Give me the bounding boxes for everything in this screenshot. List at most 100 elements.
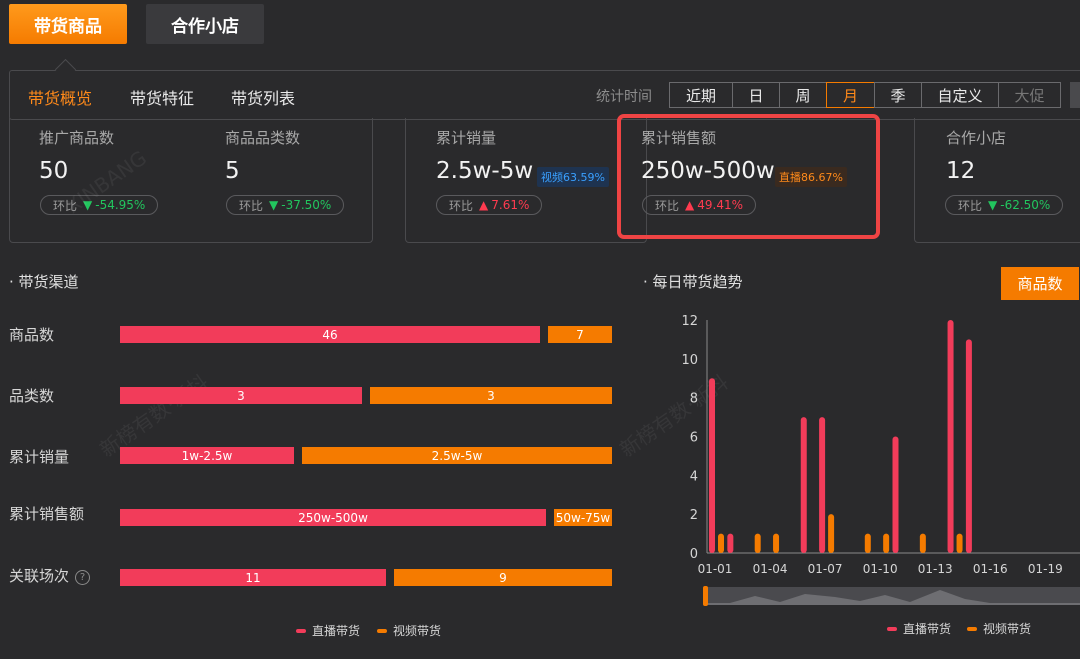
arrow-down-icon: ▼ [83,198,93,212]
range-slider-handle [703,586,708,606]
channel-row-label: 关联场次? [9,565,91,586]
live-share-tag: 直播86.67% [775,167,847,187]
video-share-tag: 视频63.59% [537,167,609,187]
trend-bar-video [919,533,926,553]
chart-legend-live[interactable]: 直播带货 [887,620,951,637]
trend-bar-video [718,533,724,553]
legend-swatch-live [296,628,306,633]
period-day[interactable]: 日 [732,82,780,108]
arrow-up-icon: ▲ [685,198,695,212]
ratio-label: 环比 [239,198,264,213]
channel-bar-video: 9 [394,569,612,586]
metric-label: 推广商品数 [39,129,115,147]
tab-products[interactable]: 带货商品 [9,4,127,44]
period-more[interactable] [1070,82,1080,108]
channel-bar-live: 11 [120,569,386,586]
trend-bar-live [892,436,899,553]
period-recent[interactable]: 近期 [669,82,733,108]
ratio-value: 49.41% [697,198,744,212]
x-tick-label: 01-10 [863,562,898,576]
metric-card-products [9,118,373,243]
channel-bar-live: 46 [120,326,540,343]
metric-label: 商品品类数 [225,129,301,147]
channel-legend-video[interactable]: 视频带货 [377,622,441,639]
metric-card-shops [914,118,1080,243]
channel-bar-video: 50w-75w [554,509,612,526]
tab-shops-label: 合作小店 [171,16,239,37]
y-tick-label: 6 [690,431,698,446]
metric-card-sales [405,118,647,243]
trend-bar-live [727,533,734,553]
tab-shops[interactable]: 合作小店 [146,4,264,44]
legend-swatch-video [377,628,387,633]
subtab-features[interactable]: 带货特征 [130,89,195,108]
arrow-up-icon: ▲ [479,198,489,212]
trend-bar-live [709,378,715,553]
ratio-pill: 环比 ▲ 49.41% [642,195,757,215]
subtab-overview[interactable]: 带货概览 [28,89,93,108]
legend-label: 视频带货 [393,624,442,638]
period-promo[interactable]: 大促 [998,82,1061,108]
legend-label: 直播带货 [312,624,361,638]
ratio-value: -62.50% [1000,198,1051,212]
x-tick-label: 01-19 [1028,562,1063,576]
ratio-label: 环比 [958,198,983,213]
legend-label: 视频带货 [983,622,1032,636]
help-icon[interactable]: ? [75,570,91,585]
channel-row-label: 累计销售额 [9,505,85,523]
tab-products-label: 带货商品 [34,16,102,37]
y-tick-label: 0 [690,547,698,562]
period-month[interactable]: 月 [826,82,875,108]
metric-select-button[interactable]: 商品数 [1001,267,1079,300]
ratio-value: -54.95% [95,198,146,212]
x-tick-label: 01-13 [918,562,953,576]
ratio-pill: 环比 ▼ -62.50% [945,195,1064,215]
period-quarter[interactable]: 季 [874,82,922,108]
trend-bar-video [773,533,780,553]
metric-value: 50 [39,158,69,184]
ratio-label: 环比 [655,198,680,213]
x-tick-label: 01-01 [698,562,733,576]
ratio-value: 7.61% [491,198,530,212]
range-slider-preview [704,590,1080,605]
chart-legend-video[interactable]: 视频带货 [967,620,1031,637]
arrow-down-icon: ▼ [988,198,998,212]
metric-value: 5 [225,158,240,184]
ratio-pill: 环比 ▼ -37.50% [226,195,345,215]
metric-label: 合作小店 [946,129,1007,147]
legend-swatch-video [967,626,977,631]
y-tick-label: 8 [690,392,698,407]
x-tick-label: 01-04 [753,562,788,576]
subtab-panel [9,70,1080,120]
highlight-box [617,114,880,239]
y-tick-label: 2 [690,508,698,523]
trend-bar-video [828,514,835,553]
metric-value: 2.5w-5w [436,158,534,184]
channel-legend-live[interactable]: 直播带货 [296,622,360,639]
channel-bar-video: 7 [548,326,612,343]
subtab-list[interactable]: 带货列表 [231,89,296,108]
trend-bar-video [864,533,871,553]
y-tick-label: 12 [681,314,698,329]
legend-swatch-live [887,626,897,631]
trend-bar-video [956,533,963,553]
x-tick-label: 01-07 [808,562,843,576]
ratio-pill: 环比 ▲ 7.61% [436,195,543,215]
channel-bar-video: 3 [370,387,612,404]
period-week[interactable]: 周 [779,82,827,108]
period-custom[interactable]: 自定义 [921,82,999,108]
ratio-value: -37.50% [281,198,332,212]
channel-bar-live: 1w-2.5w [120,447,294,464]
trend-section-title: · 每日带货趋势 [643,273,743,291]
metric-label: 累计销量 [436,129,497,147]
y-tick-label: 10 [681,353,698,368]
metric-value: 250w-500w [641,158,775,184]
daily-trend-chart: 0 2 4 6 8 10 12 01-01 01-04 01-07 01-10 01-13 01-16 0… [681,314,1080,606]
y-tick-label: 4 [690,469,698,484]
trend-bar-video [754,533,761,553]
trend-bar-live [947,320,954,553]
trend-bar-live [819,417,826,553]
ratio-pill: 环比 ▼ -54.95% [40,195,159,215]
legend-label: 直播带货 [903,622,952,636]
channel-row-label: 累计销量 [9,448,70,466]
